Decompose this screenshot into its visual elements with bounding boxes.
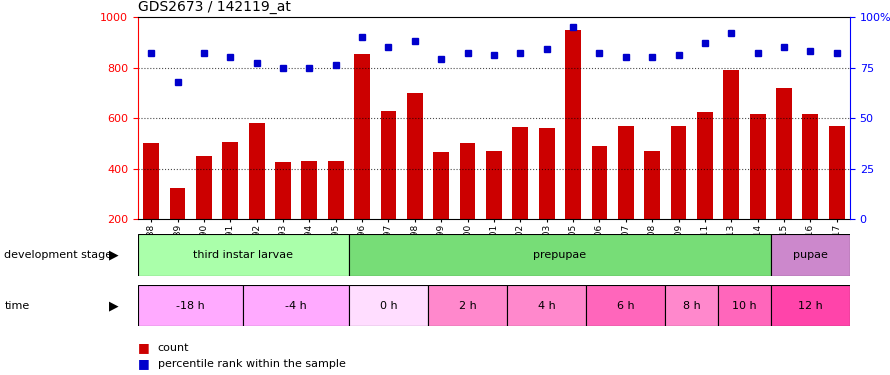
Bar (248, 123, 264, 219)
Bar (666, 285, 718, 326)
Bar (749, 114, 765, 219)
Text: count: count (158, 343, 189, 353)
Bar (697, 112, 713, 219)
Text: third instar larvae: third instar larvae (193, 250, 294, 260)
Bar (718, 285, 771, 326)
Text: prepupae: prepupae (533, 250, 587, 260)
Text: 6 h: 6 h (617, 301, 635, 310)
Text: 10 h: 10 h (732, 301, 756, 310)
Bar (143, 144, 159, 219)
Text: ▶: ▶ (109, 299, 118, 312)
Bar (829, 126, 845, 219)
Bar (507, 285, 587, 326)
Text: ▶: ▶ (109, 249, 118, 261)
Text: 0 h: 0 h (380, 301, 397, 310)
Text: 8 h: 8 h (683, 301, 700, 310)
Bar (349, 234, 771, 276)
Text: GDS2673 / 142119_at: GDS2673 / 142119_at (138, 0, 291, 15)
Bar (513, 127, 529, 219)
Bar (459, 144, 475, 219)
Bar (618, 126, 634, 219)
Bar (538, 128, 554, 219)
Bar (275, 162, 291, 219)
Text: ■: ■ (138, 357, 150, 370)
Bar (771, 234, 850, 276)
Bar (803, 114, 818, 219)
Text: development stage: development stage (4, 250, 112, 260)
Bar (433, 152, 449, 219)
Text: time: time (4, 301, 29, 310)
Text: -4 h: -4 h (286, 301, 307, 310)
Bar (170, 188, 185, 219)
Bar (671, 126, 686, 219)
Bar (776, 88, 792, 219)
Bar (565, 30, 581, 219)
Bar (644, 151, 660, 219)
Bar (138, 285, 244, 326)
Bar (587, 285, 666, 326)
Bar (486, 151, 502, 219)
Bar (724, 70, 740, 219)
Text: -18 h: -18 h (176, 301, 205, 310)
Bar (222, 142, 239, 219)
Text: pupae: pupae (793, 250, 828, 260)
Bar (771, 285, 850, 326)
Bar (138, 234, 349, 276)
Bar (328, 161, 344, 219)
Bar (196, 156, 212, 219)
Bar (592, 146, 607, 219)
Bar (381, 111, 396, 219)
Bar (428, 285, 507, 326)
Bar (407, 93, 423, 219)
Bar (244, 285, 349, 326)
Text: ■: ■ (138, 342, 150, 354)
Text: percentile rank within the sample: percentile rank within the sample (158, 359, 345, 369)
Bar (354, 54, 370, 219)
Bar (302, 161, 317, 219)
Bar (349, 285, 428, 326)
Text: 2 h: 2 h (458, 301, 476, 310)
Text: 4 h: 4 h (538, 301, 555, 310)
Text: 12 h: 12 h (798, 301, 822, 310)
